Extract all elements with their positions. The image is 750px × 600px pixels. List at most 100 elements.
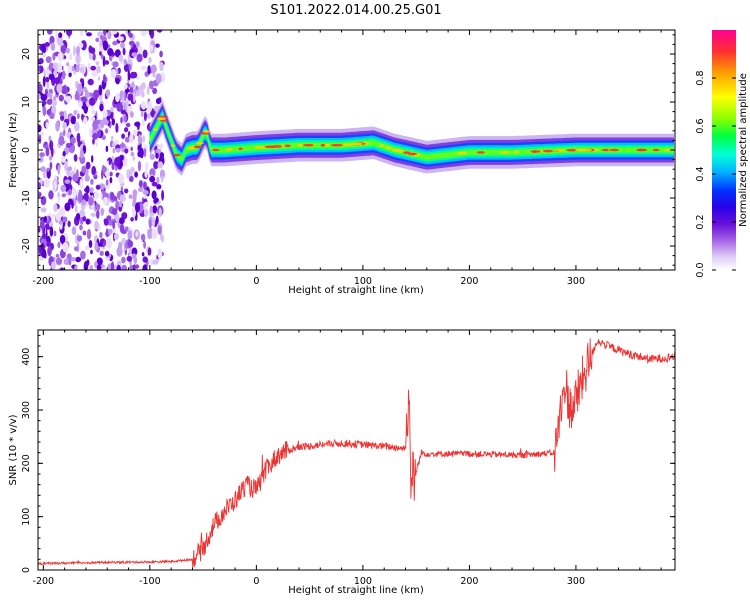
noise-blob — [140, 30, 147, 37]
noise-blob — [107, 30, 112, 40]
noise-blob — [155, 215, 159, 226]
noise-blob — [126, 255, 132, 262]
noise-blob — [109, 177, 113, 184]
noise-blob — [84, 174, 90, 182]
noise-blob — [79, 224, 83, 231]
noise-blob — [62, 70, 66, 80]
noise-blob — [130, 166, 135, 173]
y-tick-label: 200 — [21, 454, 32, 472]
noise-blob — [70, 116, 76, 125]
noise-blob — [146, 86, 150, 96]
noise-blob — [124, 115, 127, 122]
noise-blob — [80, 96, 87, 102]
peak-blob — [271, 145, 283, 148]
noise-blob — [63, 258, 70, 266]
snr-frame — [37, 329, 676, 571]
noise-blob — [60, 44, 67, 55]
noise-blob — [43, 179, 50, 188]
noise-blob — [119, 154, 124, 161]
noise-blob — [129, 133, 134, 144]
noise-blob — [89, 97, 96, 106]
noise-blob — [115, 93, 120, 103]
noise-blob — [110, 261, 115, 270]
colorbar-ticks: 0.0 0.2 0.4 0.6 0.8 — [695, 70, 736, 278]
noise-blob — [147, 228, 152, 240]
noise-blob — [76, 83, 83, 95]
noise-blob — [159, 50, 163, 58]
noise-blob — [101, 166, 107, 173]
noise-blob — [123, 58, 127, 66]
noise-blob — [73, 110, 77, 115]
noise-blob — [124, 127, 129, 133]
noise-blob — [117, 156, 121, 165]
noise-blob — [127, 230, 133, 240]
noise-blob — [55, 120, 60, 132]
noise-blob — [40, 195, 47, 206]
noise-blob — [96, 264, 102, 270]
spectrogram-area — [38, 30, 675, 270]
noise-blob — [135, 202, 140, 213]
noise-blob — [112, 147, 116, 154]
peak-blob — [476, 151, 485, 154]
noise-blob — [79, 157, 86, 164]
noise-blob — [111, 162, 115, 170]
noise-blob — [45, 146, 50, 157]
noise-blob — [81, 165, 87, 173]
noise-blob — [155, 43, 160, 48]
noise-blob — [149, 30, 155, 39]
noise-blob — [64, 139, 68, 145]
noise-blob — [142, 264, 148, 270]
noise-blob — [133, 92, 136, 103]
x-tick-label: 200 — [460, 276, 478, 287]
noise-blob — [45, 76, 50, 83]
noise-blob — [115, 148, 121, 153]
noise-blob — [80, 250, 86, 260]
peak-blob — [574, 148, 587, 152]
noise-blob — [138, 180, 143, 188]
noise-blob — [75, 213, 81, 220]
noise-blob — [71, 226, 77, 236]
noise-blob — [111, 30, 118, 35]
colorbar-tick-label: 0.8 — [695, 70, 706, 85]
noise-blob — [55, 257, 63, 265]
noise-blob — [121, 256, 126, 264]
noise-blob — [65, 143, 72, 148]
colorbar-tick-label: 0.2 — [695, 214, 706, 229]
noise-blob — [112, 40, 118, 46]
noise-blob — [95, 184, 101, 190]
noise-blob — [141, 252, 145, 257]
y-tick-label: -20 — [21, 238, 32, 254]
peak-blob — [172, 153, 181, 157]
noise-blob — [104, 250, 110, 257]
peak-blob — [342, 143, 354, 146]
noise-blob — [59, 234, 66, 244]
colorbar: 0.0 0.2 0.4 0.6 0.8 Normalized spectral ampl… — [695, 30, 749, 278]
noise-blob — [40, 219, 45, 230]
noise-blob — [110, 191, 115, 201]
y-tick-label: 100 — [21, 508, 32, 526]
noise-blob — [38, 124, 42, 133]
noise-blob — [99, 40, 103, 48]
noise-blob — [120, 41, 125, 49]
noise-blob — [43, 142, 47, 147]
noise-blob — [140, 82, 146, 90]
noise-blob — [86, 229, 92, 240]
noise-blob — [48, 135, 52, 142]
noise-blob — [86, 32, 92, 37]
peak-blob — [187, 146, 196, 150]
noise-blob — [129, 86, 134, 94]
noise-blob — [115, 77, 120, 85]
noise-blob — [128, 32, 133, 39]
noise-blob — [124, 188, 129, 194]
noise-blob — [62, 242, 69, 253]
noise-blob — [141, 135, 146, 143]
spectrogram-ylabel: Frequency (Hz) — [8, 112, 19, 188]
noise-blob — [156, 30, 163, 33]
noise-blob — [79, 67, 85, 73]
peak-blob — [238, 147, 243, 151]
noise-blob — [152, 181, 158, 187]
noise-blob — [85, 218, 91, 225]
noise-blob — [124, 92, 127, 102]
noise-blob — [90, 178, 94, 185]
